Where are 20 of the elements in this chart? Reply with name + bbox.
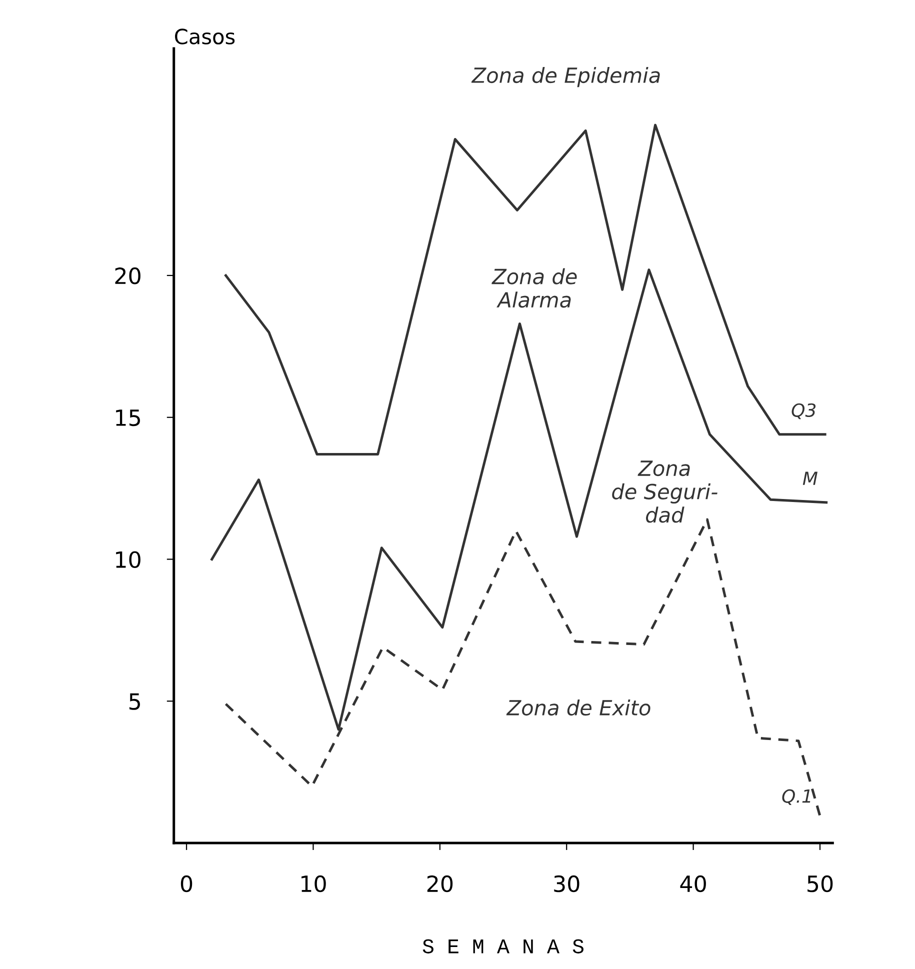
x-tick-label: 10 (302, 875, 326, 892)
annotation: Zona de Alarma (492, 268, 577, 308)
x-tick-label: 20 (427, 875, 453, 892)
series-label: Q3 (792, 403, 816, 420)
x-tick-label: 30 (554, 875, 580, 892)
y-tick-label: 5 (129, 693, 140, 710)
x-tick-label: 40 (680, 875, 706, 892)
y-axis-title: Casos (175, 28, 235, 44)
x-tick-label: 0 (180, 875, 192, 892)
annotation: Zona de Seguri- dad (612, 460, 718, 523)
series-label: M (802, 472, 818, 485)
x-axis-title: S E M A N A S (422, 939, 584, 954)
annotation: Zona de Exito (506, 699, 650, 716)
y-tick-label: 20 (115, 267, 140, 284)
y-tick-label: 10 (116, 551, 140, 568)
x-tick-label: 50 (808, 875, 833, 892)
line-series (224, 124, 826, 456)
series-label: Q.1 (782, 789, 810, 806)
y-tick-label: 15 (116, 410, 140, 426)
annotation: Zona de Epidemia (471, 66, 660, 88)
